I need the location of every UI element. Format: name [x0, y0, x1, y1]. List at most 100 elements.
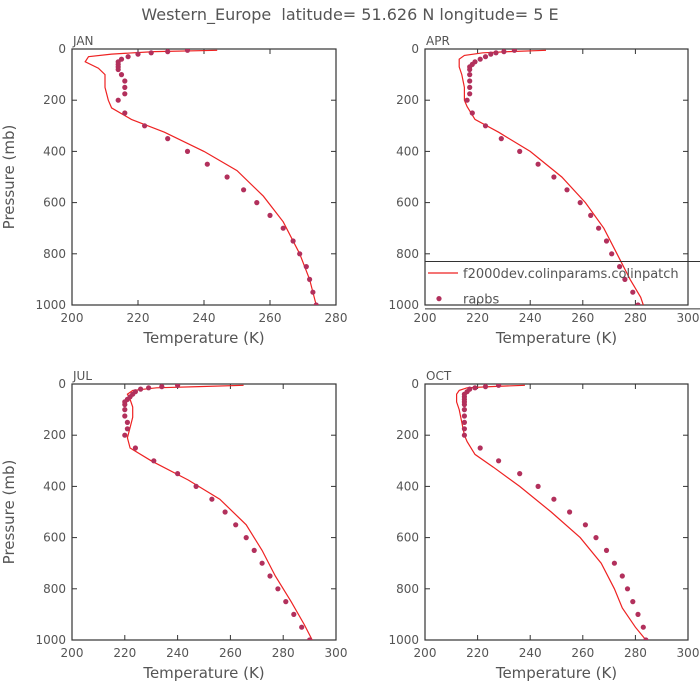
obs-point: [259, 560, 265, 566]
obs-point: [241, 187, 247, 193]
obs-point: [603, 238, 610, 244]
plot-area: [458, 49, 644, 305]
model-profile-line: [456, 384, 647, 640]
obs-point: [122, 78, 128, 84]
obs-point: [511, 49, 517, 53]
obs-point: [122, 413, 128, 419]
obs-point: [299, 624, 305, 630]
y-tick-label: 200: [396, 428, 419, 442]
obs-point: [159, 384, 165, 390]
legend-obs-label: raobs: [463, 293, 500, 308]
x-tick-label: 240: [519, 311, 542, 325]
obs-point: [122, 432, 128, 438]
obs-point: [290, 238, 296, 244]
obs-point: [477, 445, 483, 451]
panel-label: OCT: [426, 369, 452, 383]
x-tick-label: 280: [325, 311, 348, 325]
y-tick-label: 200: [43, 93, 66, 107]
plot-area: [122, 384, 313, 640]
obs-point: [493, 50, 499, 56]
x-tick-label: 260: [571, 646, 594, 660]
figure-title: Western_Europe latitude= 51.626 N longit…: [141, 5, 558, 25]
obs-point: [307, 637, 313, 640]
y-tick-label: 400: [43, 144, 66, 158]
obs-point: [467, 72, 473, 78]
plot-area: [456, 384, 649, 640]
plot-area: [84, 49, 319, 305]
obs-point: [303, 264, 309, 270]
model-profile-line: [84, 49, 317, 305]
obs-point: [619, 573, 625, 579]
obs-point: [118, 72, 125, 78]
panel-apr: APR 200 220 240 260 280 300 0 200 400 600 800 1000 Te…: [388, 34, 700, 347]
obs-point: [517, 471, 523, 477]
y-tick-label: 800: [396, 582, 419, 596]
y-tick-label: 0: [411, 377, 419, 391]
obs-point: [122, 84, 128, 90]
plot-frame: [424, 383, 689, 641]
y-tick-label: 400: [396, 144, 419, 158]
x-tick-label: 240: [166, 646, 189, 660]
y-tick-label: 600: [396, 196, 419, 210]
obs-point: [564, 187, 570, 193]
obs-point: [624, 586, 631, 592]
obs-point: [622, 276, 628, 282]
obs-point: [122, 407, 128, 413]
obs-point: [640, 624, 646, 630]
y-tick-label: 600: [43, 531, 66, 545]
obs-point: [461, 426, 467, 432]
obs-point: [477, 56, 483, 62]
y-axis-label: Pressure (mb): [0, 460, 18, 565]
y-tick-label: 400: [396, 479, 419, 493]
obs-point: [461, 432, 467, 438]
obs-point: [175, 384, 181, 388]
y-tick-label: 0: [58, 377, 66, 391]
obs-point: [469, 110, 475, 116]
x-tick-label: 220: [466, 311, 489, 325]
x-axis-label: Temperature (K): [495, 329, 617, 347]
obs-point: [635, 611, 641, 618]
obs-point: [124, 426, 130, 432]
panel-oct: OCT 200 220 240 260 280 300 0 200 400 600 800 1000 Te…: [388, 369, 699, 682]
y-tick-label: 400: [43, 479, 66, 493]
obs-point: [461, 407, 467, 413]
obs-point: [243, 535, 249, 541]
obs-point: [254, 200, 260, 206]
obs-point: [184, 49, 191, 53]
x-tick-label: 200: [414, 311, 437, 325]
obs-point: [630, 599, 636, 605]
obs-point: [275, 586, 281, 592]
obs-point: [461, 419, 467, 425]
x-tick-label: 260: [571, 311, 594, 325]
obs-point: [461, 413, 467, 419]
y-tick-label: 600: [396, 531, 419, 545]
obs-point: [148, 50, 154, 56]
obs-point: [567, 509, 573, 515]
obs-point: [115, 66, 121, 73]
y-tick-label: 800: [43, 582, 66, 596]
panel-jul: JUL 200 220 240 260 280 300 0 200 400 600 800 1000 Te…: [0, 369, 347, 682]
obs-point: [535, 483, 541, 489]
x-tick-label: 200: [414, 646, 437, 660]
obs-point: [535, 161, 541, 167]
obs-point: [138, 386, 144, 392]
y-tick-label: 1000: [35, 298, 66, 312]
legend-model-label: f2000dev.colinparams.colinpatch: [463, 267, 679, 282]
obs-point: [222, 509, 228, 515]
obs-point: [467, 78, 473, 84]
plot-frame: [424, 48, 689, 306]
obs-point: [267, 573, 273, 579]
obs-point: [307, 276, 313, 282]
obs-point: [588, 212, 594, 218]
obs-point: [175, 471, 181, 477]
obs-point: [135, 51, 141, 57]
obs-point: [630, 289, 636, 295]
x-axis-label: Temperature (K): [495, 664, 617, 682]
legend: f2000dev.colinparams.colinpatch raobs: [425, 260, 700, 310]
obs-point: [165, 136, 171, 142]
obs-point: [233, 522, 239, 528]
obs-point: [603, 547, 610, 554]
obs-point: [611, 560, 618, 566]
plot-frame: [71, 48, 337, 306]
